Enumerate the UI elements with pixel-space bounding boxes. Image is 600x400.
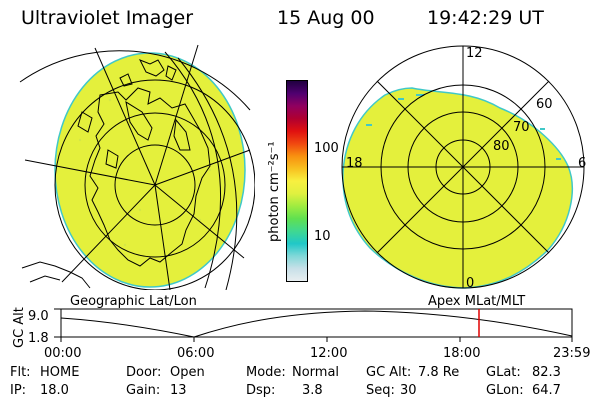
glat-label: GLat: (486, 365, 521, 380)
gain-label: Gain: (126, 383, 161, 398)
color-scale-bar (286, 80, 308, 282)
timeline-y-tick: 9.0 (28, 309, 49, 324)
seq-value: 30 (400, 383, 417, 398)
instrument-title: Ultraviolet Imager (21, 7, 194, 29)
lat-label-80: 80 (493, 139, 510, 154)
ip-value: 18.0 (40, 383, 69, 398)
mlt-label-12: 12 (466, 46, 483, 61)
colorbar-tick-label: 100 (314, 141, 339, 156)
mlt-label-6: 6 (578, 156, 587, 171)
altitude-curve (60, 310, 573, 338)
ip-label: IP: (10, 383, 27, 398)
timeline-ticks (54, 308, 573, 342)
door-value: Open (170, 365, 205, 380)
image-time: 19:42:29 UT (427, 7, 544, 29)
gc-alt-label: GC Alt: (366, 365, 412, 380)
gc-alt-value: 7.8 Re (418, 365, 460, 380)
right-edge-specks (366, 94, 561, 160)
flt-label: Flt: (10, 365, 31, 380)
seq-label: Seq: (366, 383, 395, 398)
glat-value: 82.3 (532, 365, 561, 380)
glon-value: 64.7 (532, 383, 561, 398)
mode-value: Normal (292, 365, 340, 380)
timeline-x-tick: 00:00 (44, 346, 82, 361)
mlt-label-0: 0 (466, 276, 475, 291)
mlt-label-18: 18 (346, 156, 363, 171)
flt-value: HOME (40, 365, 80, 380)
lat-label-70: 70 (513, 120, 530, 135)
image-date: 15 Aug 00 (277, 7, 375, 29)
gain-value: 13 (170, 383, 187, 398)
timeline-x-tick: 23:59 (553, 346, 591, 361)
dsp-value: 3.8 (302, 383, 323, 398)
right-panel-label: Apex MLat/MLT (428, 294, 526, 309)
timeline-x-tick: 12:00 (310, 346, 348, 361)
timeline-frame (60, 308, 573, 338)
timeline-x-tick: 18:00 (443, 346, 481, 361)
mlt-grid (341, 45, 585, 289)
glon-label: GLon: (486, 383, 524, 398)
coastlines (21, 59, 211, 289)
left-panel-label: Geographic Lat/Lon (70, 294, 197, 309)
door-label: Door: (126, 365, 162, 380)
mode-label: Mode: (246, 365, 286, 380)
dsp-label: Dsp: (246, 383, 276, 398)
timeline-y-tick: 1.8 (28, 331, 49, 346)
geographic-grid (19, 44, 255, 290)
timeline-y-label: GC Alt (12, 307, 27, 348)
left-speckle (78, 78, 212, 247)
lat-label-60: 60 (536, 97, 553, 112)
timeline-x-tick: 06:00 (177, 346, 215, 361)
colorbar-tick-label: 10 (314, 229, 331, 244)
